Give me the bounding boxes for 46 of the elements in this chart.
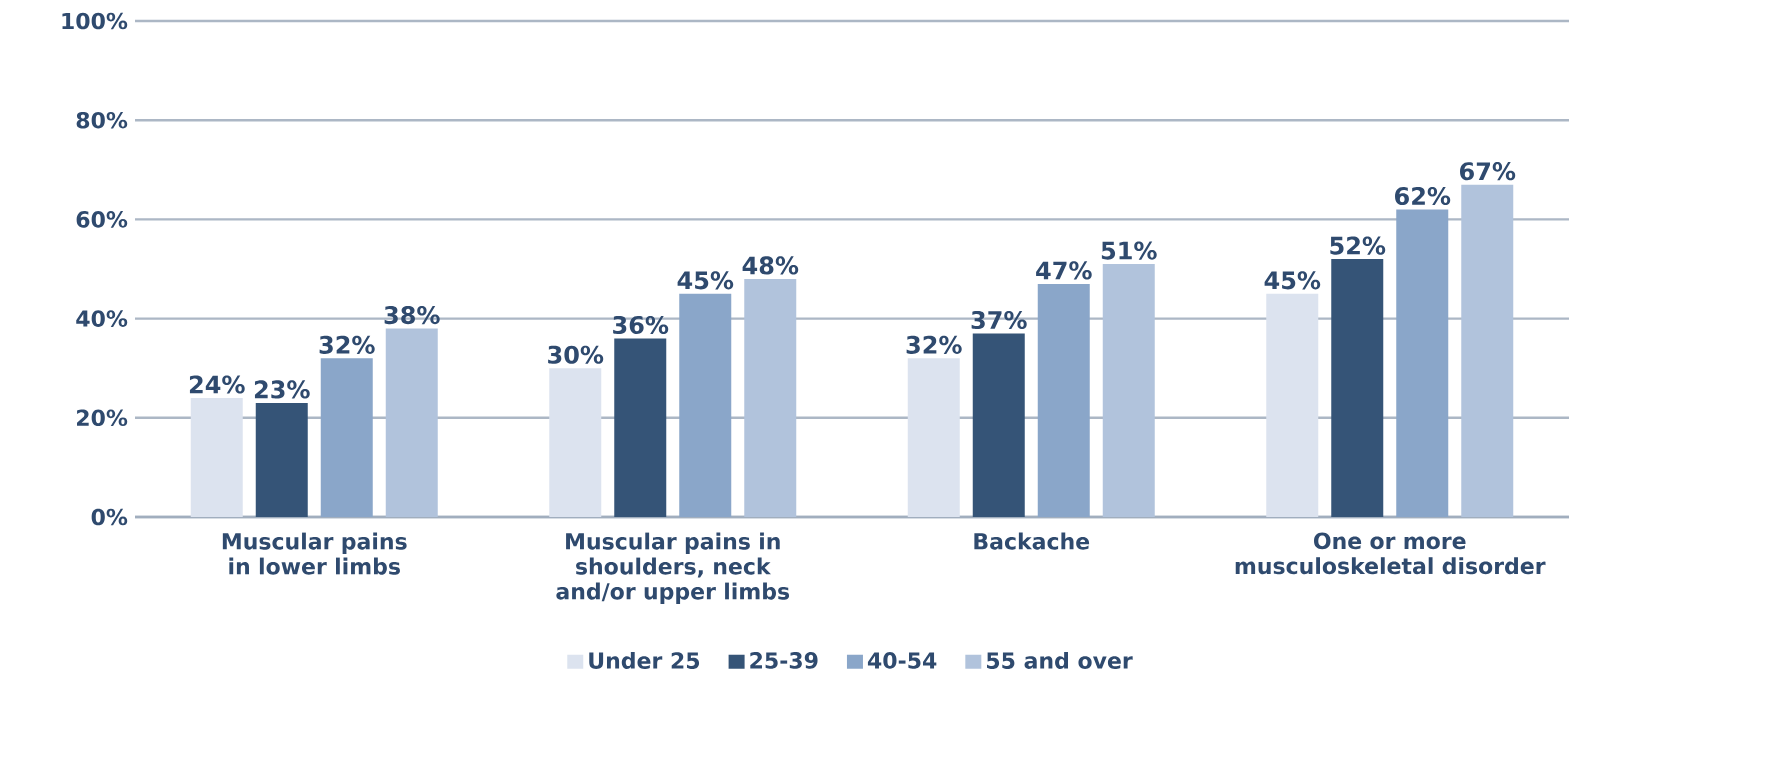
data-label: 52% <box>1330 236 1386 255</box>
legend-label: Under 25 <box>589 651 700 669</box>
legend-label: 25-39 <box>750 652 818 669</box>
y-tick-label: 80% <box>76 111 128 129</box>
data-label: 48% <box>742 256 799 275</box>
legend-label: 55 and over <box>987 651 1133 669</box>
data-label: 32% <box>906 335 962 354</box>
data-label: 45% <box>1264 271 1321 290</box>
y-tick-label: 20% <box>77 409 128 427</box>
bar <box>549 368 602 517</box>
bar <box>190 397 243 517</box>
bar <box>1037 283 1090 517</box>
bar <box>1266 293 1319 517</box>
bar <box>1396 209 1449 517</box>
data-label: 23% <box>254 380 310 399</box>
data-label: 37% <box>971 310 1027 330</box>
data-label: 38% <box>384 305 440 325</box>
data-label: 67% <box>1460 162 1516 181</box>
y-tick-label: 60% <box>76 211 128 228</box>
y-tick-label: 0% <box>91 508 128 526</box>
x-tick-label: Muscular pains in shoulders, neck and/or upper limbs <box>556 532 790 604</box>
legend-label: 40-54 <box>867 652 937 669</box>
bar <box>972 333 1025 517</box>
y-tick-label: 40% <box>76 310 128 327</box>
bar <box>1102 264 1155 517</box>
bar <box>614 338 667 517</box>
bar <box>385 328 438 517</box>
data-label: 32% <box>319 335 375 354</box>
data-label: 62% <box>1395 186 1451 206</box>
x-tick-label: Muscular pains in lower limbs <box>222 532 407 575</box>
data-label: 36% <box>613 315 669 335</box>
bar <box>744 278 797 517</box>
y-tick-label: 100% <box>62 12 128 30</box>
data-label: 45% <box>677 271 734 290</box>
bar <box>907 358 960 517</box>
bar <box>1331 259 1384 517</box>
data-label: 24% <box>189 375 245 394</box>
x-tick-label: Backache <box>974 532 1090 550</box>
bar <box>255 402 308 517</box>
data-label: 30% <box>548 345 604 364</box>
data-label: 47% <box>1036 261 1092 280</box>
bar <box>1461 184 1514 517</box>
x-tick-label: One or more musculoskeletal disorder <box>1235 532 1546 575</box>
bar <box>679 293 732 517</box>
bar <box>320 358 373 517</box>
data-label: 51% <box>1101 241 1157 260</box>
